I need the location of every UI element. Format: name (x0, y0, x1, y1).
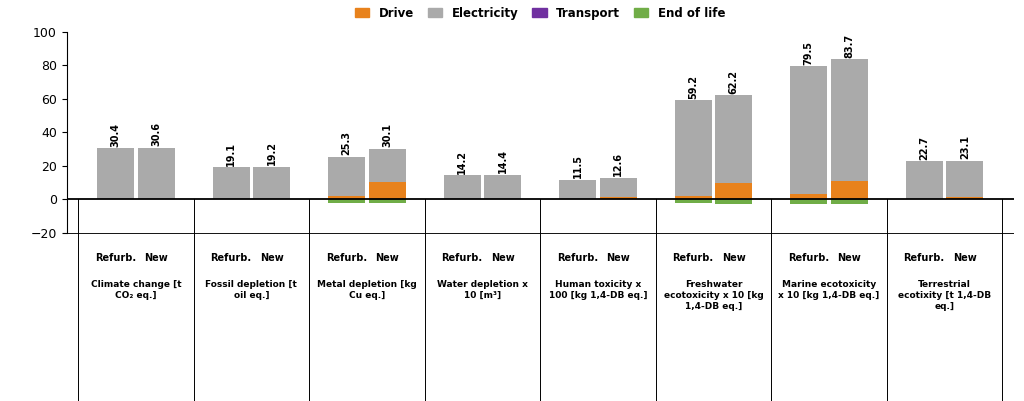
Text: Refurb.: Refurb. (788, 253, 829, 263)
Bar (830, 199, 867, 204)
Bar (369, 199, 406, 203)
Text: Human toxicity x
100 [kg 1,4-DB eq.]: Human toxicity x 100 [kg 1,4-DB eq.] (549, 280, 647, 300)
Text: Refurb.: Refurb. (557, 253, 598, 263)
Text: Refurb.: Refurb. (441, 253, 482, 263)
Text: New: New (376, 253, 399, 263)
Bar (946, 160, 983, 198)
Bar (328, 157, 365, 196)
Text: Refurb.: Refurb. (673, 253, 714, 263)
Text: 23.1: 23.1 (959, 135, 970, 159)
Text: 59.2: 59.2 (688, 75, 698, 99)
Bar (675, 199, 712, 203)
Text: Terrestrial
ecotixity [t 1,4-DB
eq.]: Terrestrial ecotixity [t 1,4-DB eq.] (898, 280, 991, 311)
Text: 19.2: 19.2 (266, 142, 276, 166)
Bar (369, 149, 406, 182)
Text: 19.1: 19.1 (226, 142, 237, 166)
Text: 25.3: 25.3 (342, 131, 351, 155)
Bar (675, 100, 712, 196)
Text: 22.7: 22.7 (920, 136, 929, 160)
Bar (369, 182, 406, 199)
Bar (443, 176, 480, 199)
Text: Refurb.: Refurb. (211, 253, 252, 263)
Text: New: New (838, 253, 861, 263)
Text: 30.4: 30.4 (111, 123, 121, 147)
Text: Metal depletion [kg
Cu eq.]: Metal depletion [kg Cu eq.] (317, 280, 417, 300)
Bar (559, 180, 596, 199)
Bar (600, 178, 637, 198)
Text: New: New (144, 253, 168, 263)
Bar (137, 148, 175, 199)
Text: 83.7: 83.7 (844, 34, 854, 58)
Bar (716, 199, 753, 204)
Text: New: New (953, 253, 977, 263)
Bar (716, 95, 753, 183)
Bar (791, 199, 827, 204)
Bar (830, 181, 867, 199)
Bar (328, 196, 365, 199)
Text: 62.2: 62.2 (729, 69, 738, 93)
Text: Refurb.: Refurb. (903, 253, 945, 263)
Bar (97, 148, 134, 199)
Bar (905, 161, 943, 199)
Text: 79.5: 79.5 (804, 41, 814, 65)
Bar (213, 167, 250, 199)
Text: Climate change [t
CO₂ eq.]: Climate change [t CO₂ eq.] (90, 280, 181, 300)
Text: 30.6: 30.6 (152, 122, 161, 146)
Text: Fossil depletion [t
oil eq.]: Fossil depletion [t oil eq.] (206, 280, 297, 300)
Text: New: New (722, 253, 745, 263)
Text: Water depletion x
10 [m³]: Water depletion x 10 [m³] (437, 280, 527, 300)
Text: New: New (606, 253, 630, 263)
Bar (791, 194, 827, 199)
Bar (484, 175, 521, 199)
Bar (791, 66, 827, 194)
Bar (830, 59, 867, 181)
Text: New: New (260, 253, 284, 263)
Text: 30.1: 30.1 (382, 123, 392, 147)
Text: New: New (490, 253, 515, 263)
Bar (328, 199, 365, 203)
Bar (946, 198, 983, 199)
Text: Marine ecotoxicity
x 10 [kg 1,4-DB eq.]: Marine ecotoxicity x 10 [kg 1,4-DB eq.] (778, 280, 880, 300)
Text: Refurb.: Refurb. (326, 253, 368, 263)
Text: 12.6: 12.6 (613, 152, 624, 176)
Text: Freshwater
ecotoxicity x 10 [kg
1,4-DB eq.]: Freshwater ecotoxicity x 10 [kg 1,4-DB e… (664, 280, 763, 311)
Bar (253, 167, 290, 199)
Text: 14.2: 14.2 (457, 150, 467, 174)
Text: Refurb.: Refurb. (95, 253, 136, 263)
Bar (600, 198, 637, 199)
Legend: Drive, Electricity, Transport, End of life: Drive, Electricity, Transport, End of li… (350, 2, 730, 24)
Bar (716, 183, 753, 199)
Text: 11.5: 11.5 (572, 154, 583, 178)
Bar (675, 196, 712, 199)
Text: 14.4: 14.4 (498, 150, 508, 174)
